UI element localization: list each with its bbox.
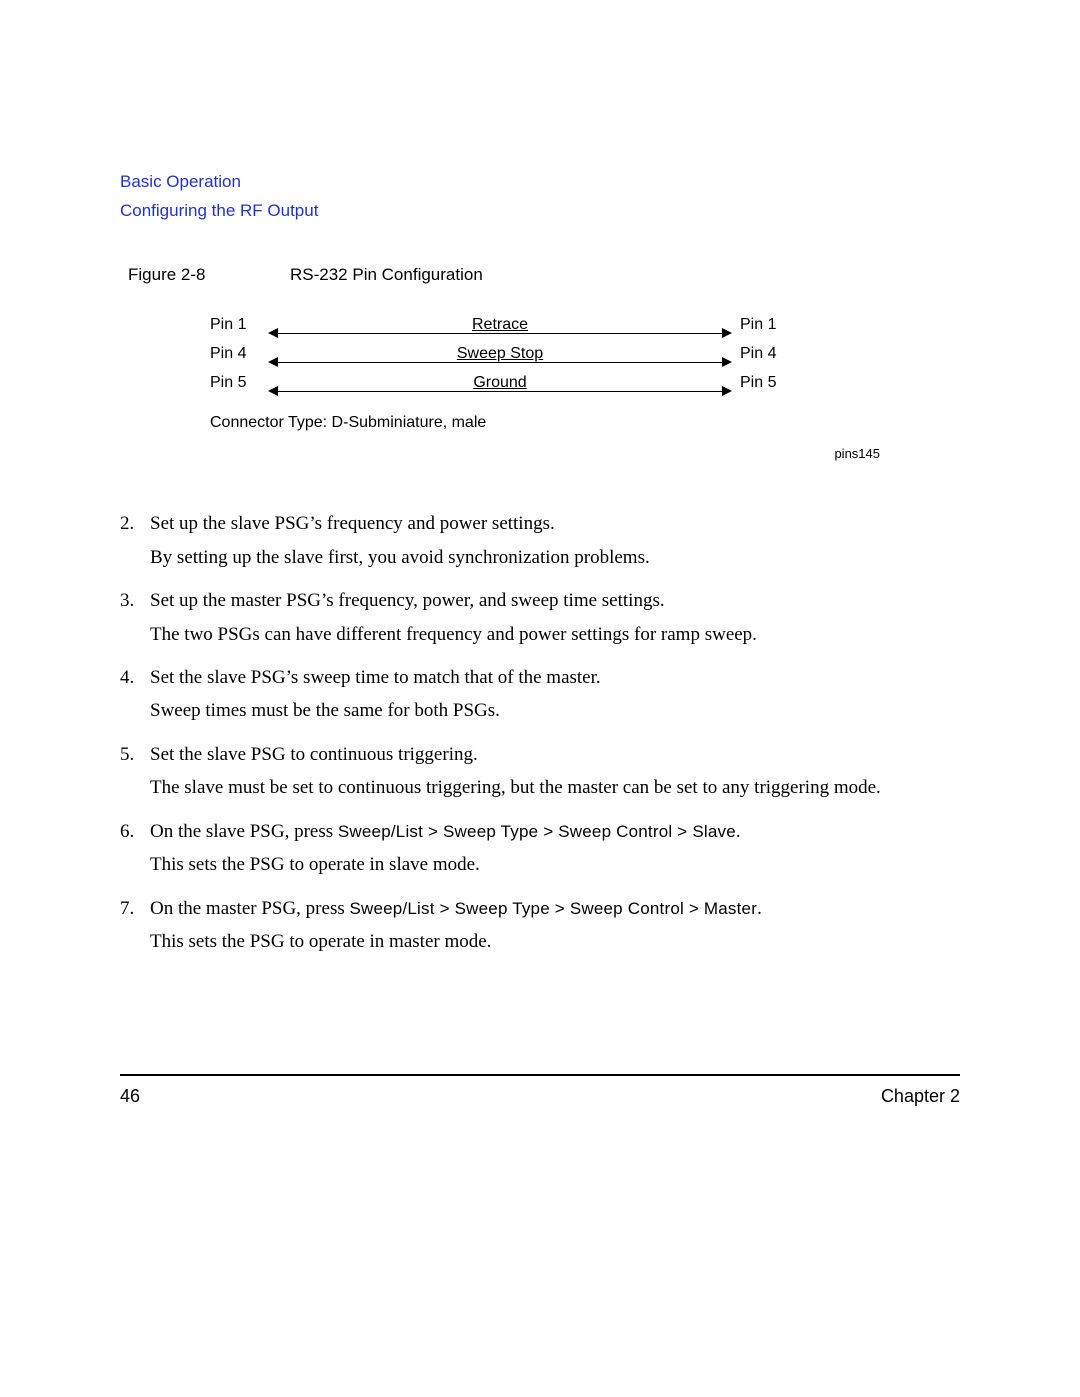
page: Basic Operation Configuring the RF Outpu…	[0, 0, 1080, 1397]
wire: Sweep Stop	[270, 338, 730, 367]
signal-label: Retrace	[270, 316, 730, 334]
step-lead-pre: On the slave PSG, press	[150, 821, 338, 842]
step-number: 5.	[120, 740, 134, 769]
wire: Ground	[270, 367, 730, 396]
page-footer: 46 Chapter 2	[120, 1074, 960, 1107]
step-detail: Sweep times must be the same for both PS…	[150, 696, 960, 725]
figure-caption: Figure 2-8 RS-232 Pin Configuration	[120, 265, 960, 285]
step-lead-post: .	[757, 898, 762, 919]
page-number: 46	[120, 1086, 140, 1107]
pin-right-label: Pin 4	[730, 345, 790, 367]
signal-label: Ground	[270, 374, 730, 392]
figure-number: Figure 2-8	[120, 265, 290, 285]
step-lead-pre: On the master PSG, press	[150, 898, 349, 919]
pin-right-label: Pin 1	[730, 316, 790, 338]
header-chapter-title: Basic Operation	[120, 170, 960, 195]
signal-label: Sweep Stop	[270, 345, 730, 363]
step-detail: This sets the PSG to operate in slave mo…	[150, 850, 960, 879]
step-number: 7.	[120, 894, 134, 923]
pin-left-label: Pin 5	[210, 374, 270, 396]
list-item: 7. On the master PSG, press Sweep/List >…	[120, 894, 960, 957]
wire: Retrace	[270, 309, 730, 338]
step-lead: Set up the slave PSG’s frequency and pow…	[150, 509, 960, 538]
step-number: 4.	[120, 663, 134, 692]
step-number: 6.	[120, 817, 134, 846]
step-number: 2.	[120, 509, 134, 538]
list-item: 5. Set the slave PSG to continuous trigg…	[120, 740, 960, 803]
pin-right-label: Pin 5	[730, 374, 790, 396]
pin-row: Pin 5 Ground Pin 5	[210, 367, 790, 396]
step-number: 3.	[120, 586, 134, 615]
list-item: 4. Set the slave PSG’s sweep time to mat…	[120, 663, 960, 726]
step-lead: On the master PSG, press Sweep/List > Sw…	[150, 894, 960, 923]
menu-path: Sweep/List > Sweep Type > Sweep Control …	[349, 899, 757, 918]
step-list: 2. Set up the slave PSG’s frequency and …	[120, 509, 960, 956]
pin-left-label: Pin 1	[210, 316, 270, 338]
step-lead: Set the slave PSG to continuous triggeri…	[150, 740, 960, 769]
step-detail: By setting up the slave first, you avoid…	[150, 543, 960, 572]
connector-type-note: Connector Type: D-Subminiature, male	[210, 414, 790, 432]
menu-path: Sweep/List > Sweep Type > Sweep Control …	[338, 822, 736, 841]
step-lead: Set up the master PSG’s frequency, power…	[150, 586, 960, 615]
step-lead: On the slave PSG, press Sweep/List > Swe…	[150, 817, 960, 846]
figure-title: RS-232 Pin Configuration	[290, 265, 483, 285]
step-lead-post: .	[736, 821, 741, 842]
figure-id: pins145	[834, 446, 880, 461]
pin-row: Pin 4 Sweep Stop Pin 4	[210, 338, 790, 367]
step-lead: Set the slave PSG’s sweep time to match …	[150, 663, 960, 692]
header-section-title: Configuring the RF Output	[120, 199, 960, 224]
pin-diagram: Pin 1 Retrace Pin 1 Pin 4 Sweep Stop Pin…	[210, 309, 790, 432]
list-item: 6. On the slave PSG, press Sweep/List > …	[120, 817, 960, 880]
list-item: 3. Set up the master PSG’s frequency, po…	[120, 586, 960, 649]
step-detail: This sets the PSG to operate in master m…	[150, 927, 960, 956]
arrow-right-icon	[722, 357, 732, 367]
figure-id-wrap: pins145	[210, 446, 790, 461]
step-detail: The two PSGs can have different frequenc…	[150, 620, 960, 649]
pin-row: Pin 1 Retrace Pin 1	[210, 309, 790, 338]
list-item: 2. Set up the slave PSG’s frequency and …	[120, 509, 960, 572]
pin-left-label: Pin 4	[210, 345, 270, 367]
step-detail: The slave must be set to continuous trig…	[150, 773, 960, 802]
arrow-right-icon	[722, 386, 732, 396]
arrow-right-icon	[722, 328, 732, 338]
chapter-label: Chapter 2	[881, 1086, 960, 1107]
